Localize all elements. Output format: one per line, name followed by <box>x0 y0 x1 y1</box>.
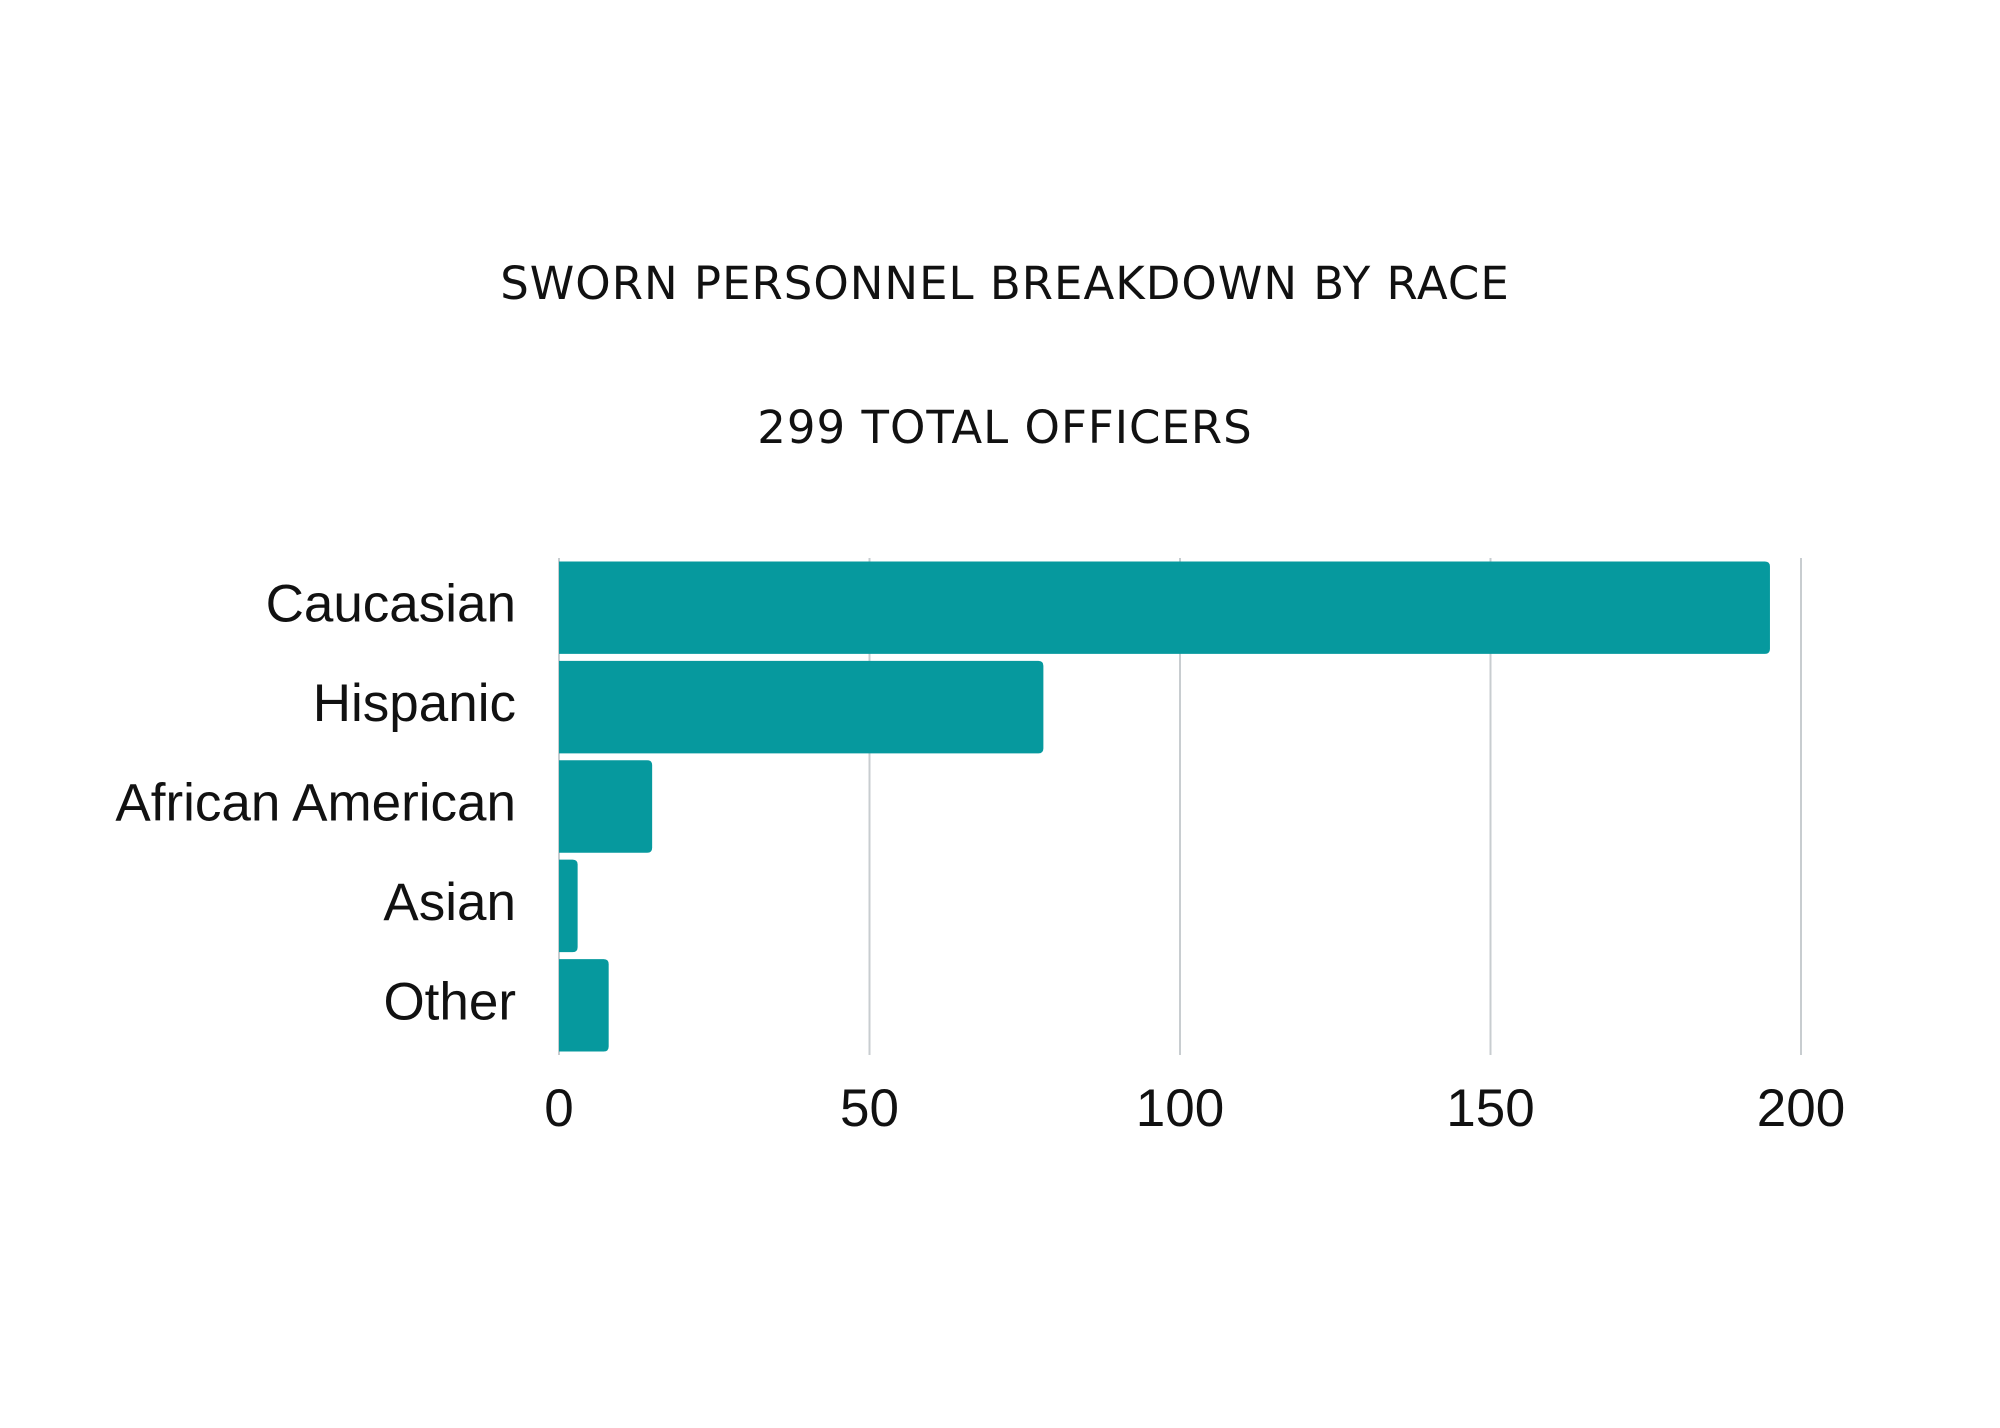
x-tick-label: 50 <box>840 1079 899 1138</box>
x-tick-label: 100 <box>1136 1079 1224 1138</box>
bar <box>559 959 609 1052</box>
y-tick-label: Hispanic <box>313 674 516 733</box>
x-tick-label: 200 <box>1757 1079 1845 1138</box>
bar <box>559 561 1770 654</box>
bar <box>559 859 578 953</box>
chart-subtitle: 299 TOTAL OFFICERS <box>757 401 1252 454</box>
x-tick-label: 150 <box>1446 1079 1534 1138</box>
bar <box>559 660 1044 754</box>
x-tick-label: 0 <box>544 1079 573 1138</box>
y-tick-label: Other <box>383 972 516 1031</box>
chart-title: SWORN PERSONNEL BREAKDOWN BY RACE <box>500 257 1510 310</box>
bar <box>559 760 653 853</box>
y-tick-label: African American <box>115 774 516 833</box>
y-tick-label: Asian <box>383 873 516 932</box>
y-tick-label: Caucasian <box>266 575 516 634</box>
